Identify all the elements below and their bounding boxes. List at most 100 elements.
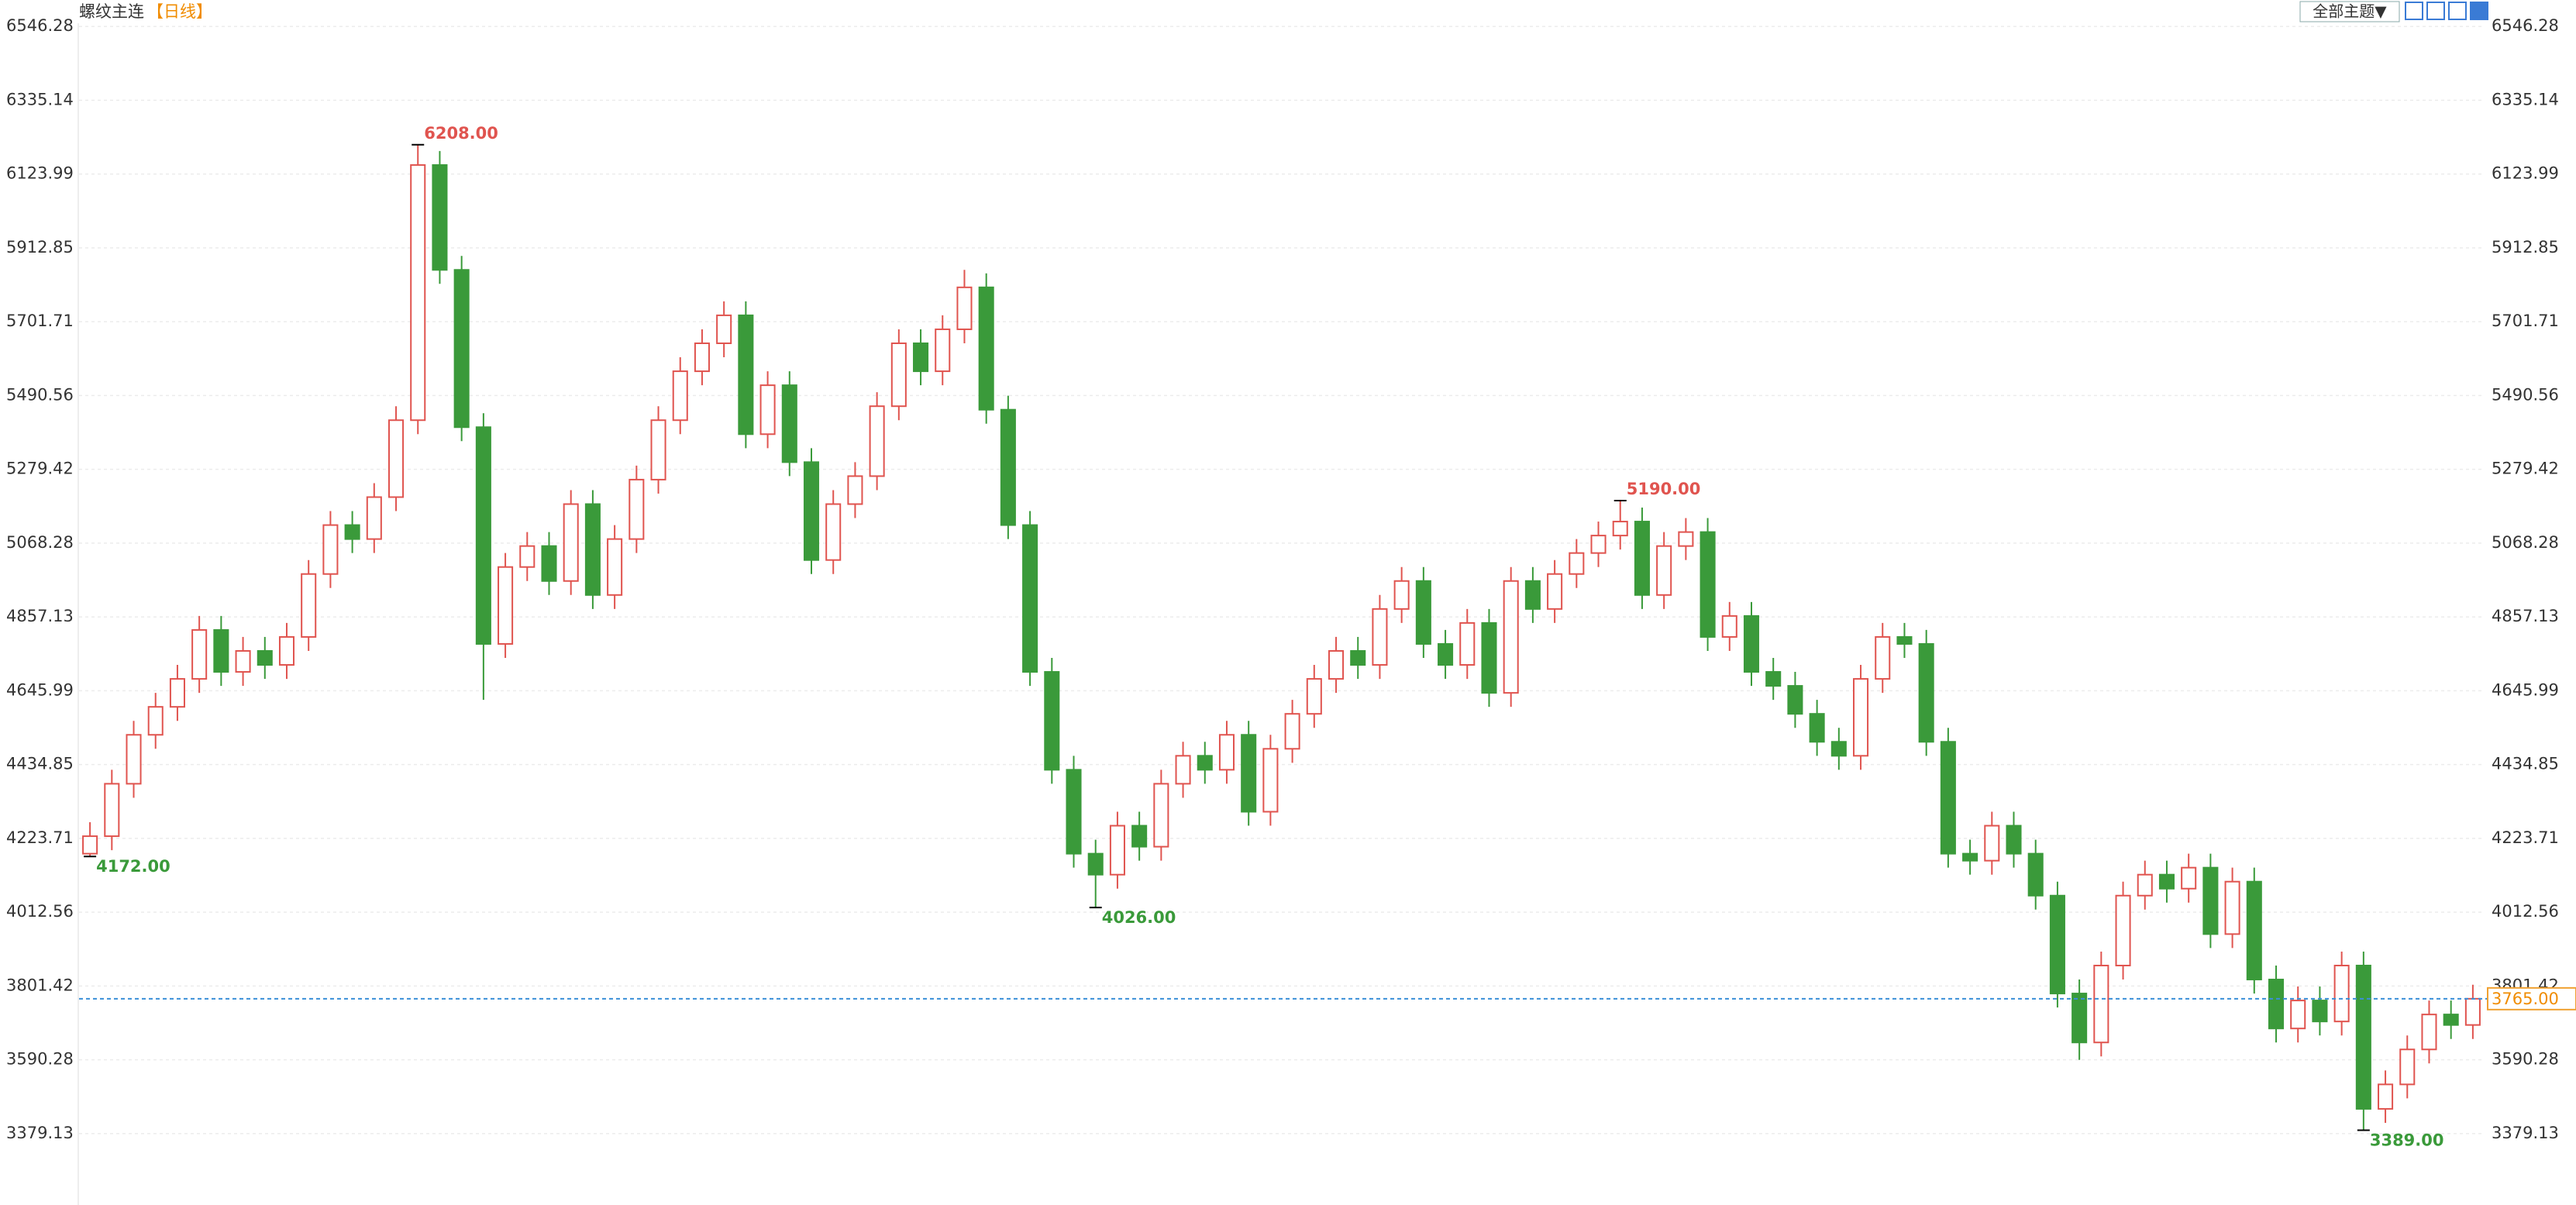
candle [738,301,754,449]
extreme-label: 4172.00 [96,857,170,876]
theme-button[interactable] [2299,1,2400,22]
candle-body [2268,979,2285,1030]
candle-body [1109,825,1125,876]
candle [453,256,470,442]
candle-body [1415,580,1431,645]
theme-button-label[interactable]: 全部主题▼ [2313,2,2387,21]
candle [2224,867,2240,949]
tool-icon[interactable] [2405,2,2423,20]
candle [935,315,951,386]
candle-body [1000,408,1016,526]
candle-body [1853,678,1869,757]
y2-tick-label: 5279.42 [2492,460,2559,478]
extreme-label: 5190.00 [1627,480,1701,498]
candle [716,301,732,358]
candle-body [563,503,579,582]
candle-body [738,314,754,436]
candle-body [847,475,863,505]
candle-body [235,649,251,673]
candle-body [366,496,382,540]
candle [1830,728,1847,770]
candle-body [2093,964,2109,1044]
y2-tick-label: 5701.71 [2492,312,2559,330]
candle-body [1875,635,1891,680]
candle [2355,951,2371,1131]
candle-body [1787,685,1803,715]
y2-tick-label: 4645.99 [2492,680,2559,699]
candle [1984,811,2000,875]
candle-body [2115,894,2131,966]
y2-tick-label: 6123.99 [2492,164,2559,183]
candle [1700,518,1716,651]
candle [366,483,382,553]
candle [1218,721,1235,784]
tool-icon[interactable] [2470,2,2488,20]
candle [1022,511,1038,687]
candle-body [869,405,885,477]
candle-body [825,503,842,561]
last-price-label: 3765.00 [2492,990,2559,1008]
candle-body [1262,748,1279,813]
candle [1896,622,1913,659]
candle-body [1700,531,1716,638]
candle [2158,860,2175,903]
candle-body [519,545,536,568]
candle [1940,728,1956,868]
candle [2115,881,2131,980]
candle-body [1765,671,1782,687]
tool-icon[interactable] [2426,2,2445,20]
candle [629,465,645,553]
candle-body [498,566,514,645]
candle-body [759,384,776,436]
candle [191,615,208,694]
candle [1590,522,1607,567]
candle [301,559,317,651]
candle [1787,672,1803,728]
candle [2290,986,2306,1043]
candle-body [1153,783,1169,848]
candle-body [2333,964,2350,1023]
candle [2202,853,2219,949]
candle-body [2246,880,2262,981]
candle-body [475,426,491,645]
candle [322,511,339,588]
candle-body [1569,552,1585,575]
y-tick-label: 4434.85 [6,755,74,773]
y2-tick-label: 3379.13 [2492,1124,2559,1142]
candle-body [1044,671,1060,771]
candle-body [2202,866,2219,935]
candle [1306,665,1322,728]
candle-body [257,649,273,666]
candle [1634,508,1650,609]
period-label: 【日线】 [147,2,212,21]
y2-tick-label: 4012.56 [2492,902,2559,921]
candle [2027,839,2044,910]
extreme-label: 4026.00 [1102,908,1176,927]
candle-body [2137,873,2153,897]
candle [498,553,514,659]
candle [344,511,360,553]
tool-icon[interactable] [2448,2,2467,20]
candle-body [935,328,951,373]
candle-body [1678,531,1694,547]
candle-body [213,628,229,673]
candle [2399,1035,2416,1099]
y-tick-label: 6123.99 [6,164,74,183]
candle-body [344,524,360,540]
candle-body [82,835,98,855]
candle-body [650,419,666,480]
candle-body [169,678,185,708]
candle-body [1743,615,1760,673]
candle [2464,984,2481,1039]
candle-body [1984,825,2000,862]
candle [410,144,426,435]
candle-body [1721,615,1737,638]
candle [1721,601,1737,651]
candle-body [978,286,994,411]
candle [104,769,120,851]
candle-body [890,342,907,408]
candle [1656,532,1672,609]
candle-body [1656,545,1672,596]
candle-body [803,461,820,561]
